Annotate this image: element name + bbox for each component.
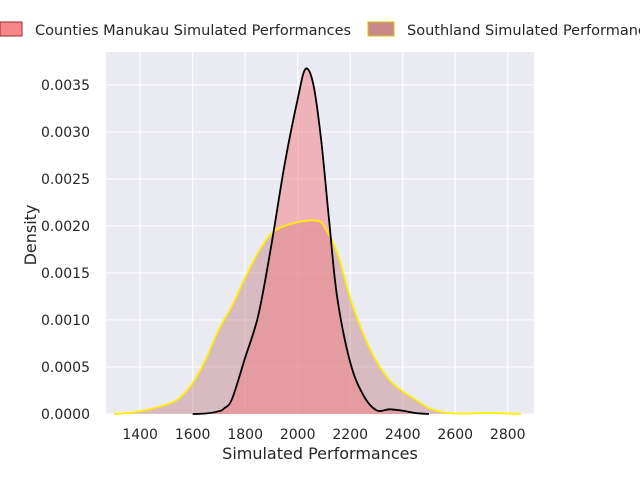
y-tick-label: 0.0030 [41, 125, 90, 141]
y-axis-label: Density [21, 205, 40, 266]
x-tick-labels: 1400 1600 1800 2000 2200 2400 2600 2800 [122, 427, 525, 443]
x-tick-label: 1800 [227, 427, 263, 443]
y-tick-label: 0.0035 [41, 78, 90, 94]
x-tick-label: 2400 [385, 427, 421, 443]
legend-swatch-southland [367, 21, 395, 37]
legend-swatch-counties-manukau [0, 21, 23, 37]
line-southland-simulated-performances [113, 219, 521, 415]
x-tick-label: 2000 [280, 427, 316, 443]
y-tick-label: 0.0005 [41, 360, 90, 376]
y-tick-label: 0.0000 [41, 407, 90, 423]
line-counties-manukau-simulated-performances [192, 67, 430, 415]
x-tick-label: 1600 [175, 427, 211, 443]
legend-label-counties-manukau: Counties Manukau Simulated Performances [35, 23, 351, 39]
y-tick-label: 0.0020 [41, 219, 90, 235]
x-axis-label: Simulated Performances [222, 444, 418, 463]
y-tick-label: 0.0010 [41, 313, 90, 329]
density-lines [113, 67, 521, 415]
y-tick-label: 0.0015 [41, 266, 90, 282]
density-areas [113, 68, 521, 414]
legend-label-southland: Southland Simulated Performances [407, 23, 640, 39]
x-tick-label: 2200 [332, 427, 368, 443]
area-counties-manukau-simulated-performances [192, 68, 429, 414]
x-tick-label: 2800 [490, 427, 526, 443]
y-tick-label: 0.0025 [41, 172, 90, 188]
x-tick-label: 2600 [437, 427, 473, 443]
x-tick-label: 1400 [122, 427, 158, 443]
y-tick-labels: 0.0000 0.0005 0.0010 0.0015 0.0020 0.0025 0.00… [41, 78, 90, 423]
legend: Counties Manukau Simulated Performances … [0, 21, 640, 39]
